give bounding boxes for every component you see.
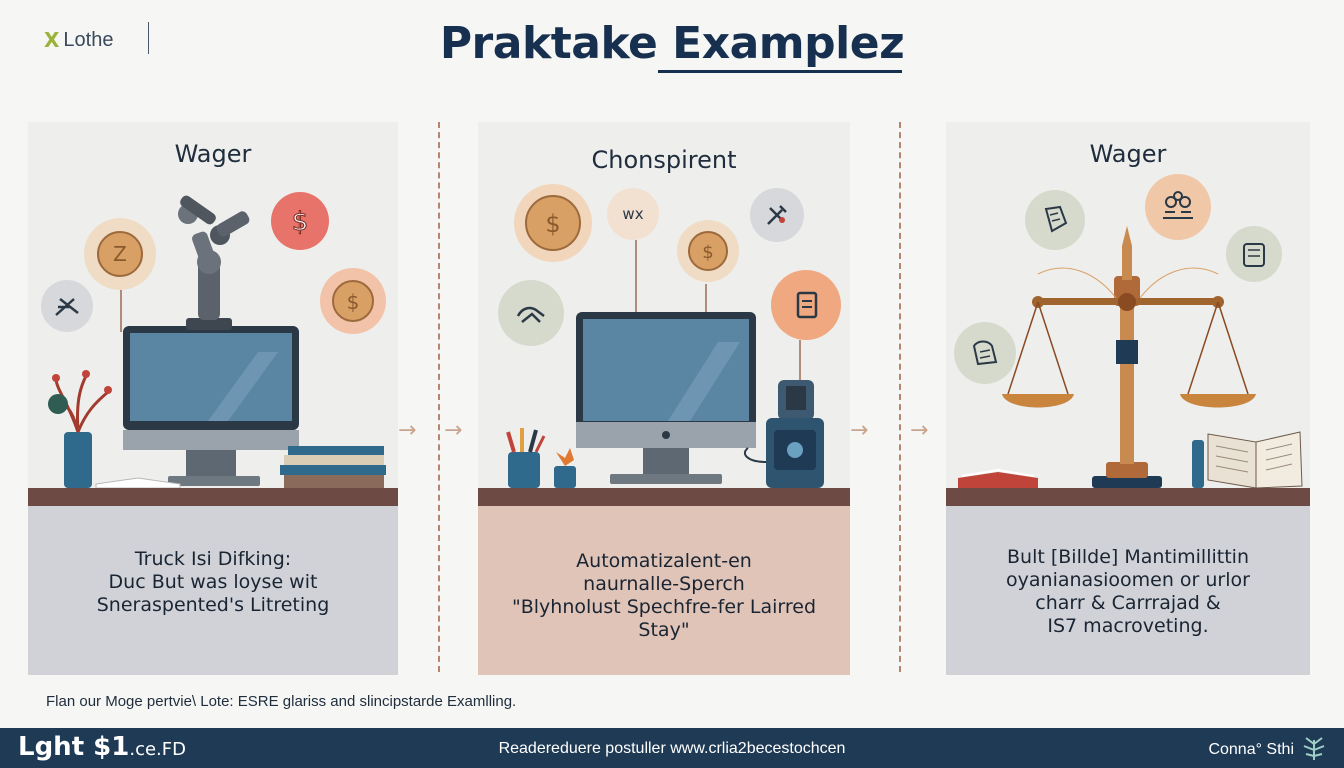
dollar-icon: $: [271, 192, 329, 250]
svg-text:Z: Z: [113, 242, 127, 266]
brand-suffix: .ce.FD: [129, 739, 186, 760]
tools-icon: [41, 280, 93, 332]
bottom-bar-credit: Conna° Sthi: [1208, 741, 1294, 758]
panel-illustration: [506, 240, 824, 488]
caption-line: "Blyhnolust Spechfre-fer Lairred: [512, 596, 816, 618]
tablet-icon: [1226, 226, 1282, 282]
caption-line: charr & Carrrajad &: [1035, 592, 1221, 614]
panel-heading: Chonspirent: [591, 146, 737, 174]
panel-caption-area: [946, 506, 1310, 675]
arrow-right-icon: →: [910, 418, 929, 443]
panel-illustration: [48, 195, 386, 489]
coin-icon: $: [514, 184, 592, 262]
header-divider: [148, 22, 149, 54]
panel-caption-area: [28, 506, 398, 675]
desk-surface: [28, 488, 398, 506]
dashed-divider: [899, 122, 901, 672]
document-icon: [1025, 190, 1085, 250]
text-bubble-icon: wx: [607, 188, 659, 240]
caption-line: naurnalle-Sperch: [583, 573, 745, 595]
panel-chonspirent: Chonspirent $ wx $: [478, 122, 850, 675]
svg-text:$: $: [347, 290, 360, 314]
bottom-bar: Lght $1.ce.FD Readereduere postuller www…: [0, 728, 1344, 768]
caption-line: Stay": [638, 619, 690, 641]
panel-caption: Bult [Billde] Mantimillittin oyanianasio…: [946, 546, 1310, 638]
caption-line: Automatizalent-en: [576, 550, 752, 572]
caption-line: Bult [Billde] Mantimillittin: [1007, 546, 1249, 568]
coin-dollar-icon: $: [320, 268, 386, 334]
arrow-right-icon: →: [850, 418, 869, 443]
title-underline: [658, 70, 902, 73]
leaf-icon: [1303, 737, 1325, 760]
panel-caption: Automatizalent-en naurnalle-Sperch "Blyh…: [478, 550, 850, 642]
panel-heading: Wager: [1089, 140, 1167, 168]
brand-logo[interactable]: X Lothe: [44, 28, 113, 52]
panel-caption: Truck Isi Difking: Duc But was loyse wit…: [28, 548, 398, 617]
panel-caption-area: [478, 506, 850, 675]
svg-text:$: $: [545, 210, 560, 238]
wrench-icon: [750, 188, 804, 242]
people-icon: [1145, 174, 1211, 240]
coin-dollar-icon: $: [677, 220, 739, 282]
caption-line: Sneraspented's Litreting: [96, 594, 330, 616]
bubble-label: wx: [622, 205, 644, 223]
desk-surface: [478, 488, 850, 506]
caption-line: oyanianasioomen or urlor: [1006, 569, 1250, 591]
panel-illustration: [958, 226, 1303, 489]
caption-line: Truck Isi Difking:: [134, 548, 292, 570]
cup-icon: [771, 270, 841, 340]
coin-icon: Z: [84, 218, 156, 290]
footer-note: Flan our Moge pertvie\ Lote: ESRE glaris…: [46, 693, 517, 710]
dashed-divider: [438, 122, 440, 672]
panel-wager-left: Wager Z $: [28, 122, 398, 675]
svg-text:$: $: [702, 242, 713, 263]
brand-name: Lothe: [63, 28, 114, 51]
svg-text:$: $: [292, 207, 309, 237]
arrow-right-icon: →: [444, 418, 463, 443]
page-title: Praktake Examplez: [439, 18, 905, 69]
desk-surface: [946, 488, 1310, 506]
arrow-right-icon: →: [398, 418, 417, 443]
bottom-bar-brand[interactable]: Lght $1.ce.FD: [18, 732, 186, 762]
caption-line: IS7 macroveting.: [1047, 615, 1209, 637]
panel-wager-right: Wager Bul: [946, 122, 1310, 675]
brand-main: Lght $1: [18, 732, 130, 762]
handshake-icon: [498, 280, 564, 346]
caption-line: Duc But was loyse wit: [108, 571, 318, 593]
contract-icon: [954, 322, 1016, 384]
brand-mark-icon: X: [44, 28, 60, 52]
panel-heading: Wager: [174, 140, 252, 168]
bottom-bar-link[interactable]: Readereduere postuller www.crlia2becesto…: [498, 740, 846, 757]
